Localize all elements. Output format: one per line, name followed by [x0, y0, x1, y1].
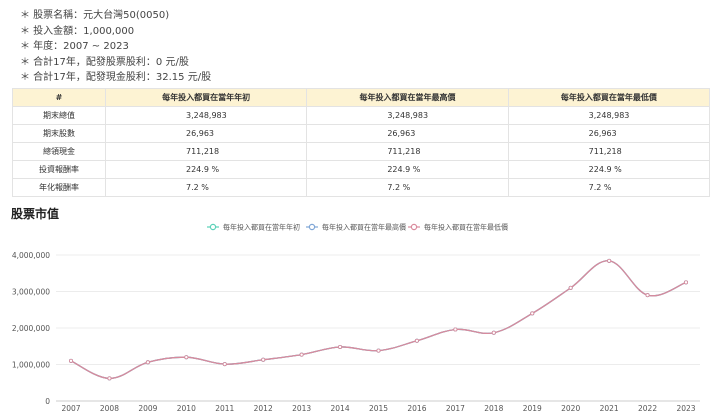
data-point [530, 311, 535, 316]
table-cell: 26,963 [306, 124, 509, 143]
data-point [299, 352, 304, 357]
y-tick-label: 0 [45, 397, 50, 406]
row-label: 期末股數 [12, 124, 106, 143]
table-cell: 224.9 % [306, 160, 509, 179]
table-header: 每年投入都買在當年最高價 [306, 88, 509, 107]
info-stock-name: ＊ 股票名稱：元大台灣50(0050) [20, 10, 170, 21]
data-point [645, 293, 650, 298]
legend-swatch-marker [209, 223, 217, 231]
x-tick-label: 2016 [407, 404, 426, 413]
table-cell: 26,963 [104, 124, 308, 143]
x-tick-label: 2012 [254, 404, 273, 413]
x-tick-label: 2018 [484, 404, 503, 413]
x-tick-label: 2013 [292, 404, 311, 413]
data-point [145, 360, 150, 365]
data-point [222, 362, 227, 367]
info-years: ＊ 年度：2007 ~ 2023 [20, 41, 129, 52]
x-tick-label: 2011 [215, 404, 234, 413]
table-cell: 3,248,983 [306, 106, 509, 125]
x-tick-label: 2020 [561, 404, 580, 413]
row-label: 投資報酬率 [12, 160, 106, 179]
y-tick-label: 3,000,000 [12, 288, 50, 297]
data-point [184, 355, 189, 360]
table-cell: 26,963 [507, 124, 711, 143]
chart-section-title: 股票市值 [11, 207, 60, 221]
table-cell: 3,248,983 [104, 106, 308, 125]
series-line [70, 260, 687, 380]
table-row: 期末股數 26,963 26,963 26,963 [12, 124, 711, 143]
table-row: 年化報酬率 7.2 % 7.2 % 7.2 % [12, 178, 711, 197]
x-tick-label: 2021 [600, 404, 619, 413]
table-row: 期末總值 3,248,983 3,248,983 3,248,983 [12, 106, 711, 125]
table-cell: 711,218 [306, 142, 509, 161]
x-tick-label: 2009 [138, 404, 157, 413]
table-cell: 224.9 % [507, 160, 711, 179]
data-point [607, 258, 612, 263]
data-point [376, 348, 381, 353]
info-invest-amount: ＊ 投入金額：1,000,000 [20, 25, 135, 37]
data-point [107, 376, 112, 381]
x-tick-label: 2019 [523, 404, 542, 413]
x-tick-label: 2010 [177, 404, 196, 413]
stock-info: ＊ 股票名稱：元大台灣50(0050) ＊ 投入金額：1,000,000 ＊ 年… [20, 8, 211, 86]
table-cell: 711,218 [507, 142, 711, 161]
x-tick-label: 2023 [676, 404, 695, 413]
data-point [414, 338, 419, 343]
data-point [568, 285, 573, 290]
table-cell: 224.9 % [104, 160, 308, 179]
table-header: 每年投入都買在當年最低價 [507, 88, 711, 107]
series-line [70, 260, 687, 380]
legend-swatch-marker [308, 223, 316, 231]
table-header-row: # 每年投入都買在當年年初 每年投入都買在當年最高價 每年投入都買在當年最低價 [12, 88, 711, 107]
data-point [338, 344, 343, 349]
series-line [70, 260, 687, 380]
x-tick-label: 2017 [446, 404, 465, 413]
y-tick-label: 4,000,000 [12, 251, 50, 260]
row-label: 總領現金 [12, 142, 106, 161]
table-cell: 7.2 % [306, 178, 509, 197]
market-value-chart: 0 1,000,000 2,000,000 3,000,000 4,000,000 200… [12, 223, 700, 413]
table-header: 每年投入都買在當年年初 [104, 88, 308, 107]
data-point [69, 358, 74, 363]
table-row: 總領現金 711,218 711,218 711,218 [12, 142, 711, 161]
y-tick-label: 2,000,000 [12, 324, 50, 333]
x-tick-label: 2008 [100, 404, 119, 413]
legend-swatch-marker [410, 223, 418, 231]
data-point [261, 357, 266, 362]
table-row: 投資報酬率 224.9 % 224.9 % 224.9 % [12, 160, 711, 179]
legend-label: 每年投入都買在當年年初 [223, 223, 300, 232]
results-table: # 每年投入都買在當年年初 每年投入都買在當年最高價 每年投入都買在當年最低價 … [12, 88, 711, 197]
x-tick-label: 2022 [638, 404, 657, 413]
x-tick-label: 2015 [369, 404, 388, 413]
legend-label: 每年投入都買在當年最低價 [424, 223, 508, 232]
info-cash-dividend: ＊ 合計17年，配發現金股利：32.15 元/股 [20, 72, 212, 83]
data-point [491, 330, 496, 335]
row-label: 期末總值 [12, 106, 106, 125]
row-label: 年化報酬率 [12, 178, 106, 197]
info-stock-dividend: ＊ 合計17年，配發股票股利：0 元/股 [20, 56, 189, 68]
table-cell: 7.2 % [507, 178, 711, 197]
table-cell: 7.2 % [104, 178, 308, 197]
y-tick-label: 1,000,000 [12, 361, 50, 370]
x-tick-label: 2014 [331, 404, 350, 413]
x-tick-label: 2007 [61, 404, 80, 413]
table-header: # [12, 88, 106, 107]
legend-label: 每年投入都買在當年最高價 [322, 223, 406, 232]
data-point [453, 327, 458, 332]
data-point [684, 280, 689, 285]
table-cell: 711,218 [104, 142, 308, 161]
table-cell: 3,248,983 [507, 106, 711, 125]
